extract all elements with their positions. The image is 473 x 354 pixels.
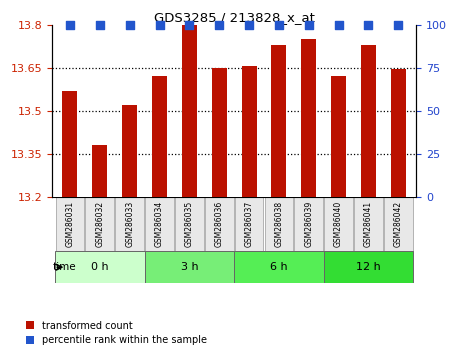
Text: GSM286035: GSM286035 bbox=[185, 201, 194, 247]
FancyBboxPatch shape bbox=[115, 197, 144, 251]
Bar bbox=[242, 67, 256, 197]
FancyBboxPatch shape bbox=[294, 197, 323, 251]
FancyBboxPatch shape bbox=[324, 197, 353, 251]
Point bbox=[394, 22, 402, 28]
Bar bbox=[331, 76, 346, 197]
Text: GSM286039: GSM286039 bbox=[304, 201, 313, 247]
Point bbox=[335, 22, 342, 28]
FancyBboxPatch shape bbox=[56, 197, 84, 251]
Text: GSM286037: GSM286037 bbox=[245, 201, 254, 247]
Bar bbox=[55, 251, 145, 283]
Point bbox=[96, 22, 104, 28]
Point bbox=[126, 22, 133, 28]
Text: GSM286041: GSM286041 bbox=[364, 201, 373, 247]
Title: GDS3285 / 213828_x_at: GDS3285 / 213828_x_at bbox=[154, 11, 315, 24]
Point bbox=[305, 22, 313, 28]
Point bbox=[245, 22, 253, 28]
Bar bbox=[361, 45, 376, 197]
Text: GSM286032: GSM286032 bbox=[95, 201, 104, 247]
Bar bbox=[301, 39, 316, 197]
Bar bbox=[62, 91, 78, 197]
Text: 3 h: 3 h bbox=[181, 262, 198, 272]
FancyBboxPatch shape bbox=[384, 197, 412, 251]
FancyBboxPatch shape bbox=[145, 197, 174, 251]
Bar bbox=[391, 69, 406, 197]
Bar bbox=[92, 145, 107, 197]
Legend: transformed count, percentile rank within the sample: transformed count, percentile rank withi… bbox=[24, 319, 209, 347]
Text: GSM286033: GSM286033 bbox=[125, 201, 134, 247]
Point bbox=[66, 22, 74, 28]
Point bbox=[215, 22, 223, 28]
Text: 12 h: 12 h bbox=[356, 262, 381, 272]
FancyBboxPatch shape bbox=[175, 197, 204, 251]
Point bbox=[365, 22, 372, 28]
Text: GSM286034: GSM286034 bbox=[155, 201, 164, 247]
Text: GSM286038: GSM286038 bbox=[274, 201, 283, 247]
Point bbox=[275, 22, 283, 28]
Bar bbox=[145, 251, 234, 283]
Bar bbox=[152, 76, 167, 197]
FancyBboxPatch shape bbox=[205, 197, 234, 251]
Text: GSM286036: GSM286036 bbox=[215, 201, 224, 247]
Bar bbox=[324, 251, 413, 283]
Bar bbox=[182, 25, 197, 197]
Text: 6 h: 6 h bbox=[270, 262, 288, 272]
Bar bbox=[212, 68, 227, 197]
Text: time: time bbox=[53, 262, 76, 272]
Text: GSM286040: GSM286040 bbox=[334, 201, 343, 247]
Point bbox=[185, 22, 193, 28]
Bar bbox=[234, 251, 324, 283]
Text: GSM286031: GSM286031 bbox=[65, 201, 74, 247]
Point bbox=[156, 22, 163, 28]
FancyBboxPatch shape bbox=[264, 197, 293, 251]
Bar bbox=[122, 105, 137, 197]
FancyBboxPatch shape bbox=[354, 197, 383, 251]
Text: GSM286042: GSM286042 bbox=[394, 201, 403, 247]
FancyBboxPatch shape bbox=[86, 197, 114, 251]
Bar bbox=[272, 45, 286, 197]
FancyBboxPatch shape bbox=[235, 197, 263, 251]
Text: 0 h: 0 h bbox=[91, 262, 109, 272]
